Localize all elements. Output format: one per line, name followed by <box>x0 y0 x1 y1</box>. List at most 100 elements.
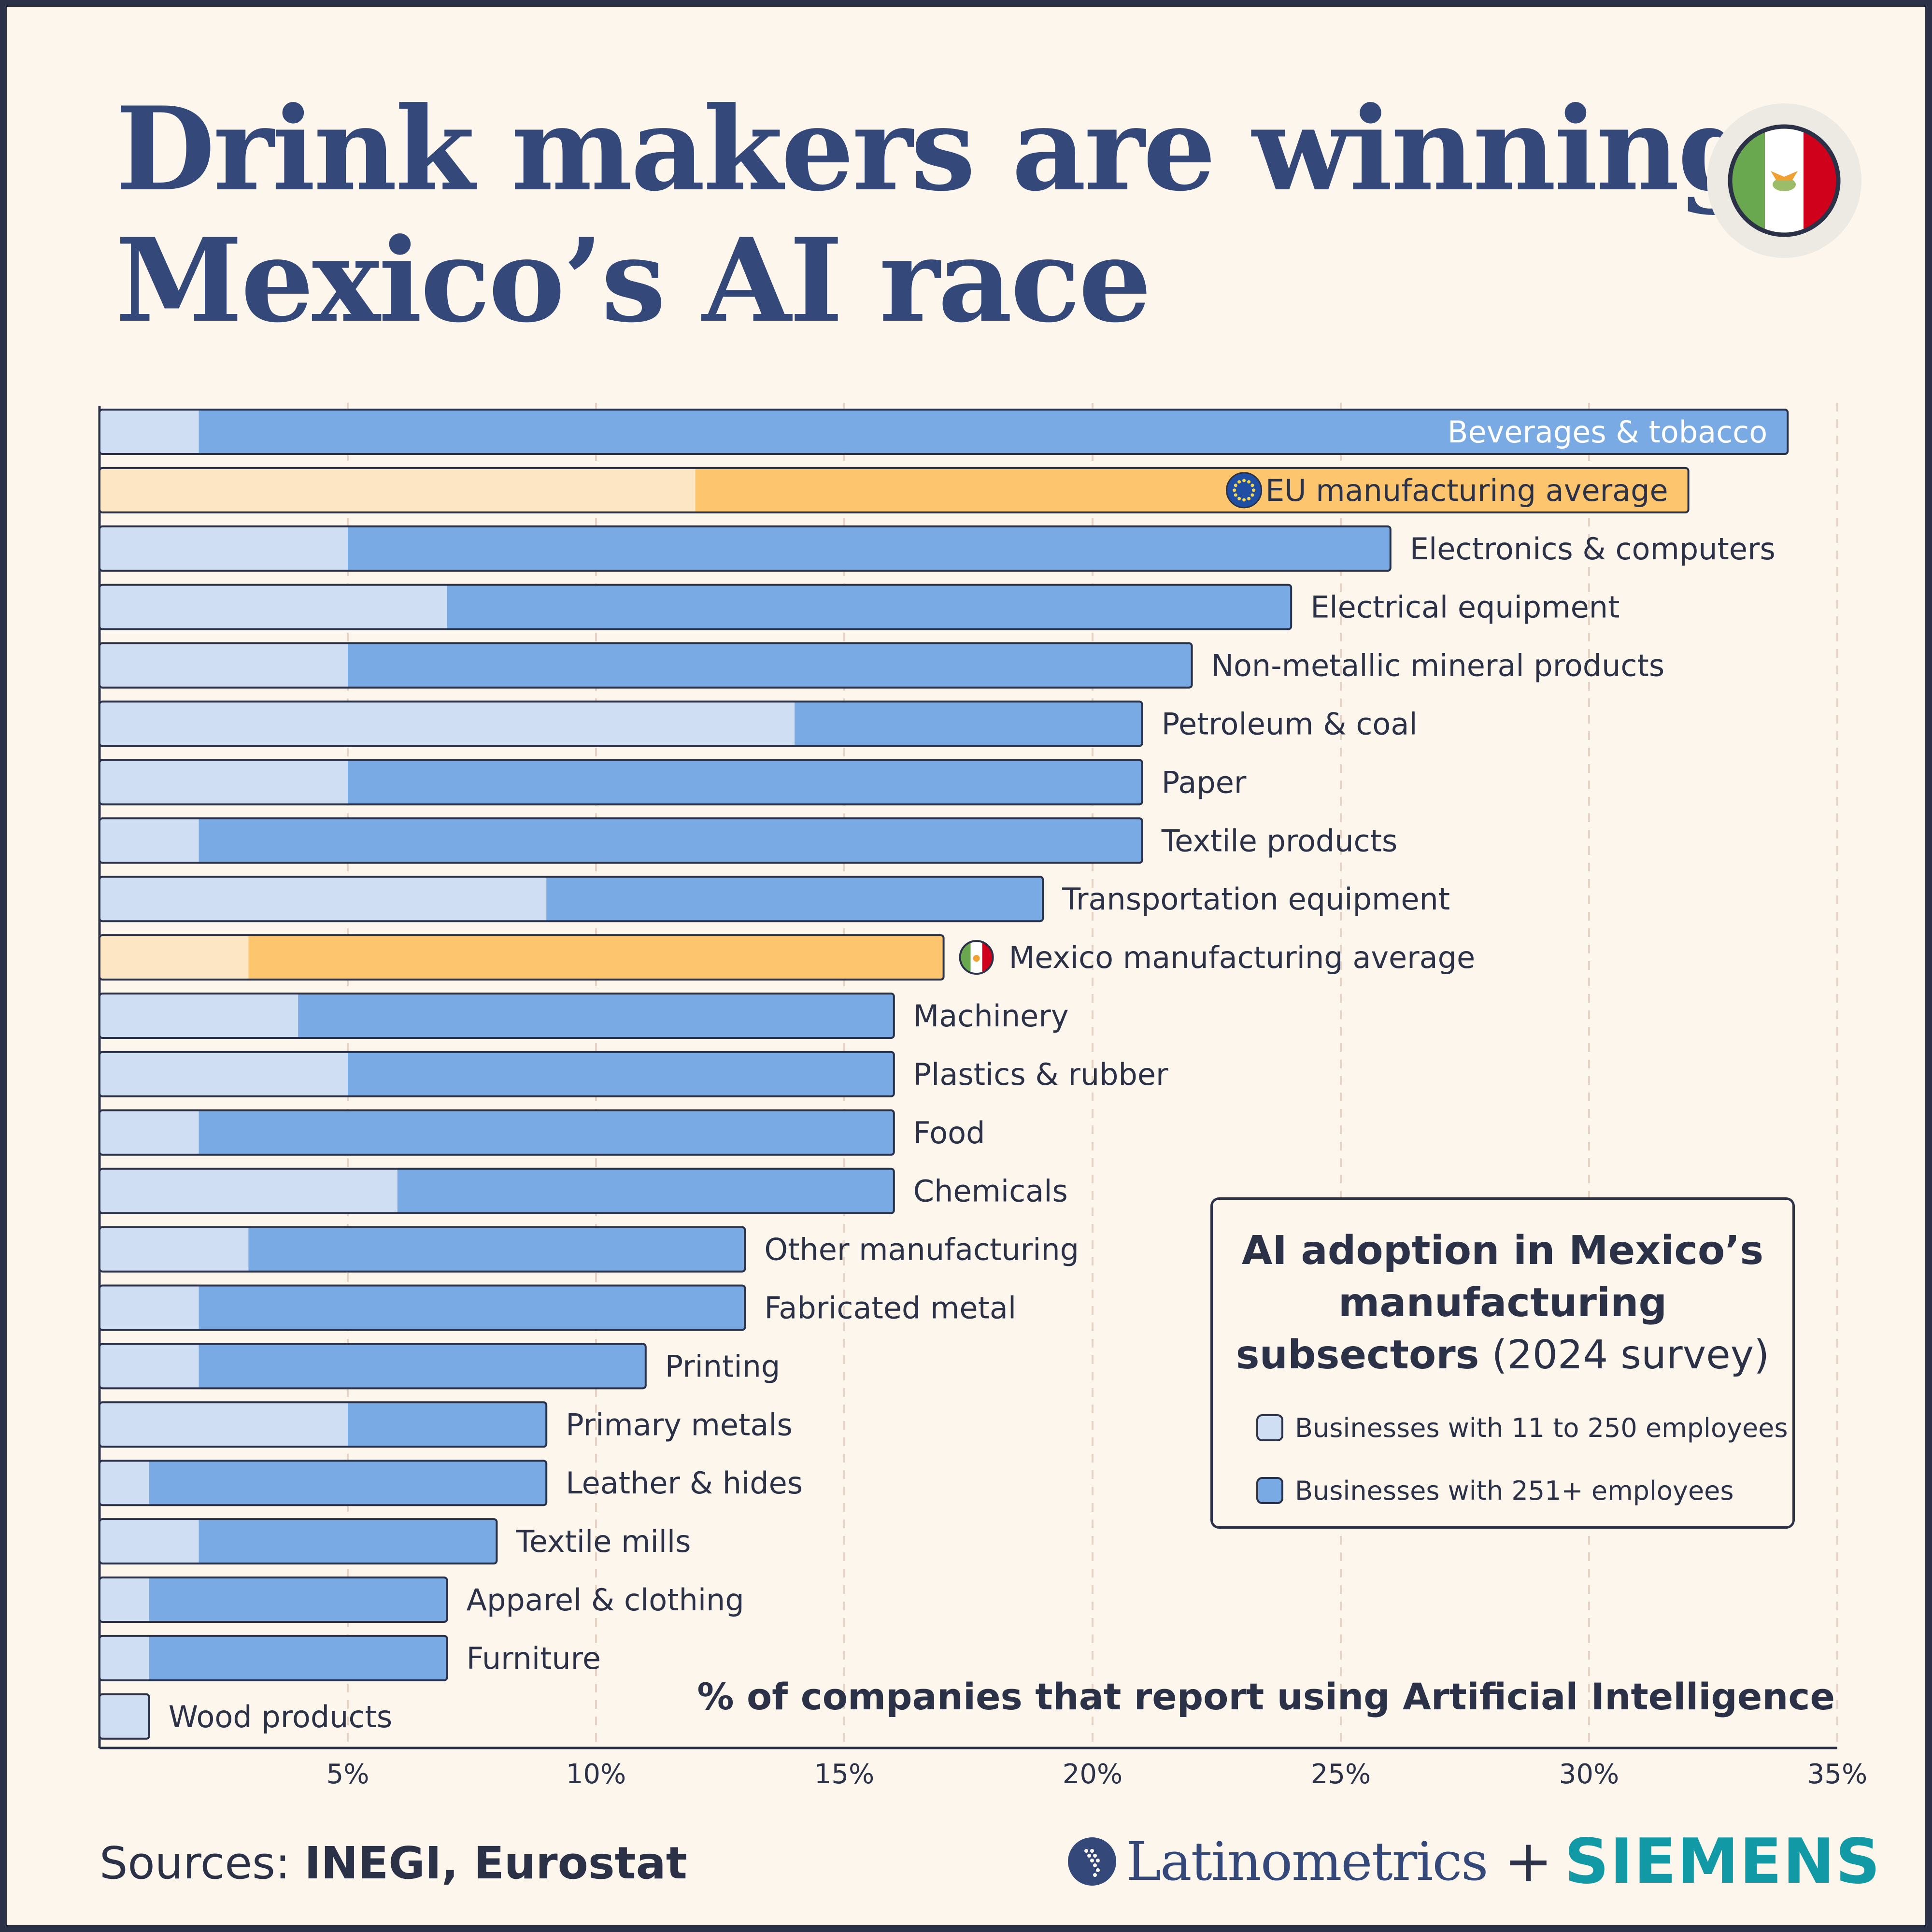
bar-label-electronics-and-computers: Electronics & computers <box>1410 531 1776 567</box>
bar-group-apparel-and-clothing: Apparel & clothing <box>99 1577 744 1623</box>
bar-label-leather-and-hides: Leather & hides <box>566 1465 803 1501</box>
bar-group-textile-mills: Textile mills <box>99 1518 691 1565</box>
bar-small-primary-metals <box>99 1402 348 1447</box>
legend-swatch-small <box>1256 1414 1283 1441</box>
latinometrics-logo: Latinometrics <box>1067 1828 1489 1895</box>
latinometrics-logo-icon <box>1068 1837 1116 1886</box>
bar-group-wood-products: Wood products <box>99 1693 392 1740</box>
legend-swatch-large <box>1256 1477 1283 1504</box>
bar-label-other-manufacturing: Other manufacturing <box>764 1232 1079 1267</box>
bar-outline-wood-products <box>99 1693 150 1740</box>
eu-star <box>1233 488 1236 492</box>
bar-outline-electrical-equipment <box>99 583 1293 630</box>
x-tick-label: 15% <box>814 1759 874 1790</box>
bar-label-food: Food <box>913 1115 985 1151</box>
bar-large-fabricated-metal <box>99 1285 745 1330</box>
sources-prefix: Sources: <box>99 1837 305 1889</box>
eu-star <box>1250 483 1254 487</box>
bar-small-eu-manufacturing-average <box>99 468 696 512</box>
legend-label-small: Businesses with 11 to 250 employees <box>1295 1412 1788 1443</box>
bar-group-plastics-and-rubber: Plastics & rubber <box>99 1051 1168 1097</box>
flag-outline <box>959 940 994 975</box>
bar-small-furniture <box>99 1635 149 1680</box>
bar-label-furniture: Furniture <box>467 1641 601 1676</box>
x-tick-label: 5% <box>327 1759 369 1790</box>
bar-outline-chemicals <box>99 1167 895 1214</box>
bar-group-non-metallic-mineral-products: Non-metallic mineral products <box>99 642 1665 689</box>
bar-small-apparel-and-clothing <box>99 1577 149 1622</box>
bar-label-textile-mills: Textile mills <box>515 1524 691 1559</box>
mexico-flag-icon <box>959 940 994 975</box>
bar-small-mexico-manufacturing-average <box>99 935 249 980</box>
bar-outline-textile-products <box>99 817 1143 864</box>
bar-group-machinery: Machinery <box>99 993 1069 1039</box>
bar-chart: 5% 10% 15% 20% 25% 30% 35% % of companies that … <box>98 403 1867 1790</box>
bar-outline-machinery <box>99 993 895 1039</box>
bar-label-transportation-equipment: Transportation equipment <box>1062 881 1450 917</box>
x-tick-label: 20% <box>1063 1759 1122 1790</box>
bar-small-electronics-and-computers <box>99 526 348 571</box>
bar-label-apparel-and-clothing: Apparel & clothing <box>467 1582 744 1618</box>
bar-label-petroleum-and-coal: Petroleum & coal <box>1162 707 1418 742</box>
bar-group-textile-products: Textile products <box>99 817 1397 864</box>
bar-group-eu-manufacturing-average: EU manufacturing average <box>99 467 1690 513</box>
bar-large-beverages-and-tobacco <box>99 410 1788 454</box>
bar-small-machinery <box>99 994 298 1038</box>
eu-star <box>1234 493 1237 497</box>
eu-star <box>1247 480 1251 484</box>
latinometrics-logo-text: Latinometrics <box>1126 1831 1489 1892</box>
bar-small-wood-products <box>99 1694 149 1739</box>
x-tick-label: 30% <box>1559 1759 1619 1790</box>
sources-note: Sources: INEGI, Eurostat <box>99 1837 687 1889</box>
bar-label-printing: Printing <box>665 1349 781 1384</box>
bar-group-transportation-equipment: Transportation equipment <box>99 876 1450 923</box>
bar-label-wood-products: Wood products <box>169 1699 392 1734</box>
bar-large-food <box>99 1110 894 1155</box>
bar-label-fabricated-metal: Fabricated metal <box>764 1291 1016 1326</box>
bar-label-mexico-manufacturing-average: Mexico manufacturing average <box>1009 940 1476 975</box>
bar-outline-paper <box>99 759 1143 806</box>
legend-title-rest: (2024 survey) <box>1479 1332 1770 1378</box>
eu-star <box>1252 488 1256 492</box>
bar-group-beverages-and-tobacco: Beverages & tobacco <box>99 409 1789 455</box>
bar-large-apparel-and-clothing <box>99 1577 447 1622</box>
bar-group-mexico-manufacturing-average: Mexico manufacturing average <box>99 934 1476 981</box>
bar-group-leather-and-hides: Leather & hides <box>99 1460 803 1506</box>
bar-small-plastics-and-rubber <box>99 1051 348 1096</box>
bar-small-chemicals <box>99 1168 398 1213</box>
bar-label-textile-products: Textile products <box>1161 823 1397 858</box>
bar-group-chemicals: Chemicals <box>99 1167 1068 1214</box>
legend-title-bold: AI adoption in Mexico’s manufacturing su… <box>1236 1228 1764 1378</box>
plus-sign: + <box>1504 1828 1553 1895</box>
legend-title: AI adoption in Mexico’s manufacturing su… <box>1213 1225 1792 1381</box>
eu-flag-icon <box>1226 472 1263 509</box>
x-axis-title: % of companies that report using Artific… <box>697 1675 1835 1718</box>
bar-label-eu-manufacturing-average: EU manufacturing average <box>1265 473 1668 508</box>
title-line-2: Mexico’s AI race <box>115 213 1151 348</box>
bar-group-fabricated-metal: Fabricated metal <box>99 1284 1016 1331</box>
title-line-1: Drink makers are winning <box>115 82 1758 217</box>
bar-label-non-metallic-mineral-products: Non-metallic mineral products <box>1211 648 1665 683</box>
bar-group-printing: Printing <box>99 1343 781 1390</box>
bar-small-textile-products <box>99 818 199 863</box>
bar-outline-food <box>99 1109 895 1156</box>
bar-group-food: Food <box>99 1109 985 1156</box>
bar-small-beverages-and-tobacco <box>99 410 199 454</box>
bar-small-textile-mills <box>99 1519 199 1564</box>
bar-outline-petroleum-and-coal <box>99 700 1143 747</box>
x-tick-label: 35% <box>1807 1759 1867 1790</box>
legend-label-large: Businesses with 251+ employees <box>1295 1475 1734 1506</box>
bar-large-textile-products <box>99 818 1142 863</box>
bar-outline-furniture <box>99 1634 448 1681</box>
bar-outline-fabricated-metal <box>99 1284 746 1331</box>
bar-outline-electronics-and-computers <box>99 525 1392 572</box>
bar-small-fabricated-metal <box>99 1285 199 1330</box>
eu-star <box>1250 493 1254 497</box>
bar-outline-plastics-and-rubber <box>99 1051 895 1097</box>
legend-item-small-businesses: Businesses with 11 to 250 employees <box>1256 1412 1788 1443</box>
bar-outline-transportation-equipment <box>99 876 1044 923</box>
bar-large-leather-and-hides <box>99 1461 547 1506</box>
bar-label-electrical-equipment: Electrical equipment <box>1310 590 1619 625</box>
bar-outline-beverages-and-tobacco <box>99 409 1789 455</box>
eu-star <box>1242 498 1246 502</box>
